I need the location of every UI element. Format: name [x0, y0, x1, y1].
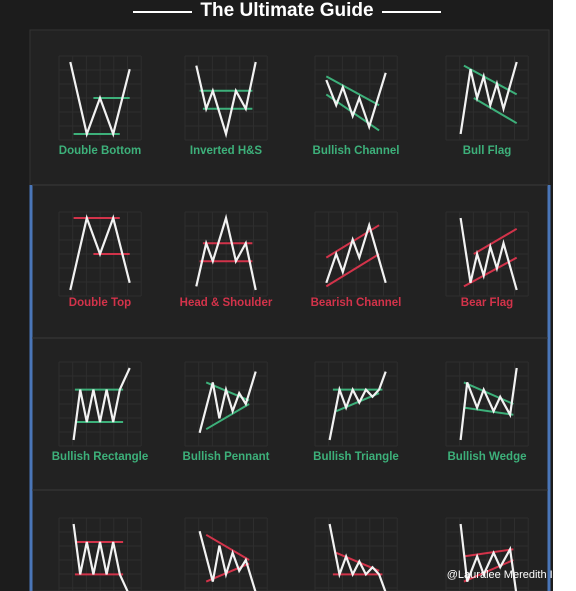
pattern-label: Head & Shoulder — [180, 297, 273, 309]
support-line — [463, 548, 514, 558]
price-path — [72, 523, 129, 591]
watermark: @Lauralee Meredith Iq... — [447, 569, 568, 581]
price-path — [69, 61, 131, 138]
pattern-label: Double Bottom — [59, 145, 141, 157]
support-line — [463, 381, 514, 405]
panel — [29, 29, 550, 591]
price-path — [328, 523, 387, 591]
price-path — [325, 72, 387, 131]
patterns: Double Bottom Inverted H&S Bullish Channel… — [52, 55, 529, 591]
support-line — [463, 559, 514, 583]
price-path — [459, 61, 518, 135]
price-path — [459, 367, 518, 441]
pattern-label: Bull Flag — [463, 145, 512, 157]
price-path — [459, 523, 518, 591]
pattern-label: Bullish Rectangle — [52, 451, 149, 463]
support-line — [473, 227, 518, 255]
support-line — [463, 406, 514, 416]
price-path — [328, 371, 387, 441]
pattern-label: Bear Flag — [461, 297, 513, 309]
price-path — [459, 217, 518, 291]
price-path — [72, 367, 131, 441]
pattern-label: Bullish Channel — [313, 145, 400, 157]
pattern-label: Double Top — [69, 297, 131, 309]
title: The Ultimate Guide — [200, 0, 373, 21]
support-line — [325, 75, 380, 107]
price-path — [198, 371, 257, 434]
support-line — [325, 253, 380, 288]
price-path — [325, 221, 387, 284]
price-path — [195, 61, 257, 139]
pattern-label: Bullish Triangle — [313, 451, 399, 463]
pattern-label: Inverted H&S — [190, 145, 263, 157]
price-path — [198, 530, 257, 591]
price-path — [69, 214, 131, 291]
price-path — [195, 213, 257, 291]
pattern-label: Bullish Wedge — [447, 451, 526, 463]
pattern-label: Bullish Pennant — [183, 451, 270, 463]
support-line — [473, 97, 518, 125]
pattern-label: Bearish Channel — [311, 297, 402, 309]
support-line — [205, 403, 250, 431]
support-line — [205, 533, 250, 561]
